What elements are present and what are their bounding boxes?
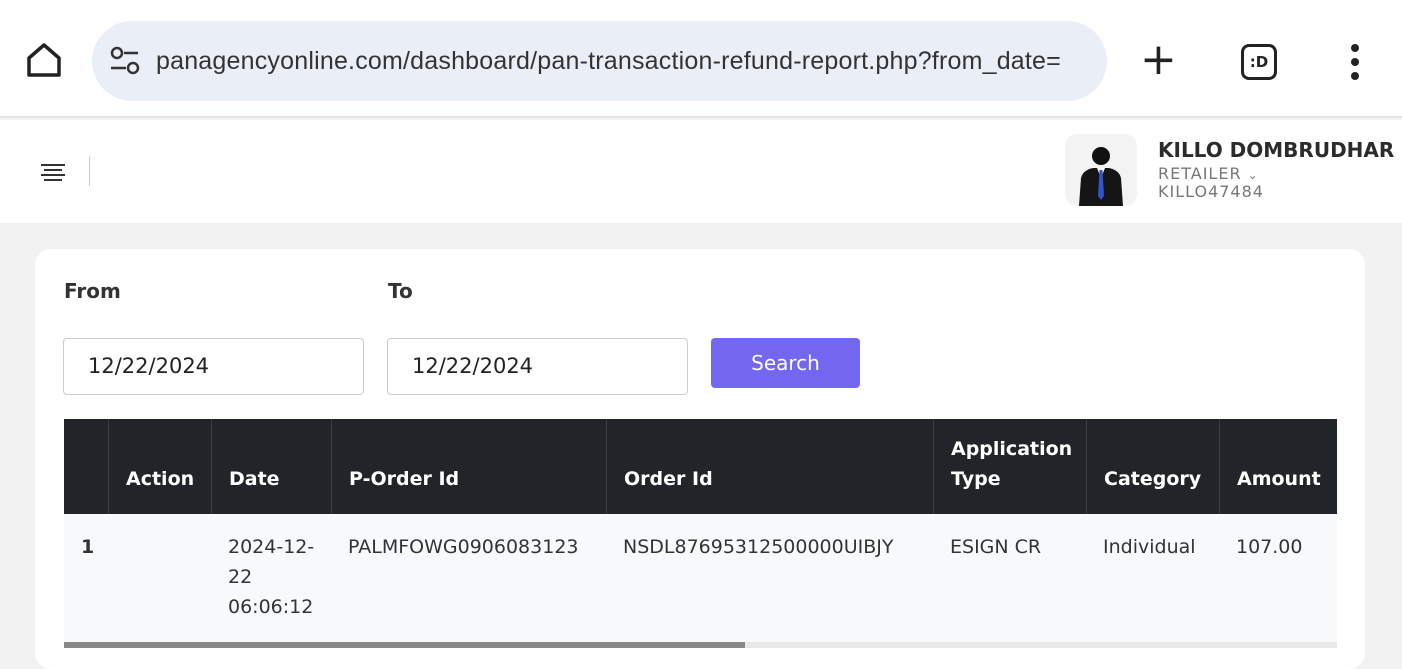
url-text: panagencyonline.com/dashboard/pan-transa…	[156, 46, 1061, 75]
browser-toolbar: panagencyonline.com/dashboard/pan-transa…	[0, 0, 1402, 118]
user-id: KILLO47484	[1158, 182, 1264, 201]
header-order-id[interactable]: Order Id	[606, 419, 933, 514]
from-date-input[interactable]: 12/22/2024	[63, 338, 364, 395]
header-porder-id[interactable]: P-Order Id	[331, 419, 606, 514]
address-bar[interactable]: panagencyonline.com/dashboard/pan-transa…	[92, 21, 1107, 101]
divider	[89, 156, 90, 186]
new-tab-icon[interactable]: +	[1140, 34, 1177, 85]
table-header: Action Date P-Order Id Order Id Applicat…	[64, 419, 1337, 514]
user-role: RETAILER	[1158, 164, 1242, 183]
header-action[interactable]: Action	[108, 419, 211, 514]
header-category[interactable]: Category	[1086, 419, 1219, 514]
cell-application-type: ESIGN CR	[950, 536, 1042, 558]
avatar[interactable]	[1065, 134, 1137, 206]
header-amount[interactable]: Amount	[1219, 419, 1337, 514]
more-menu-icon[interactable]	[1345, 44, 1365, 80]
cell-amount: 107.00	[1236, 536, 1303, 558]
to-date-input[interactable]: 12/22/2024	[387, 338, 688, 395]
user-name: KILLO DOMBRUDHAR	[1158, 138, 1395, 162]
header-index	[64, 419, 108, 514]
tab-switcher-button[interactable]: :D	[1241, 44, 1277, 80]
search-button[interactable]: Search	[711, 338, 860, 388]
chevron-down-icon: ⌄	[1247, 168, 1259, 182]
to-label: To	[388, 279, 413, 303]
scrollbar-thumb[interactable]	[64, 642, 745, 648]
cell-porder-id: PALMFOWG0906083123	[348, 536, 579, 558]
header-application-type[interactable]: Application Type	[933, 419, 1086, 514]
menu-icon[interactable]	[40, 162, 66, 182]
cell-category: Individual	[1103, 536, 1196, 558]
cell-date: 2024-12-22 06:06:12	[228, 536, 315, 618]
user-role-dropdown[interactable]: RETAILER ⌄	[1158, 164, 1259, 183]
cell-order-id: NSDL87695312500000UIBJY	[623, 536, 894, 558]
cell-index: 1	[81, 536, 95, 558]
header-date[interactable]: Date	[211, 419, 331, 514]
app-header: KILLO DOMBRUDHAR RETAILER ⌄ KILLO47484	[0, 120, 1402, 223]
from-label: From	[64, 279, 121, 303]
horizontal-scrollbar[interactable]	[64, 642, 1337, 648]
table-row: 1 2024-12-22 06:06:12 PALMFOWG0906083123…	[64, 514, 1337, 642]
home-icon[interactable]	[24, 40, 64, 80]
site-settings-icon[interactable]	[108, 44, 142, 78]
